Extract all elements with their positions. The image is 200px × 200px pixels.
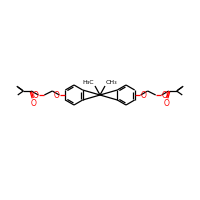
Text: O: O — [161, 90, 167, 99]
Text: O: O — [140, 90, 146, 99]
Text: O: O — [31, 99, 37, 108]
Text: CH₃: CH₃ — [106, 80, 118, 85]
Text: O: O — [54, 90, 60, 99]
Text: O: O — [163, 99, 169, 108]
Text: H₃C: H₃C — [82, 80, 94, 85]
Text: O: O — [33, 90, 39, 99]
